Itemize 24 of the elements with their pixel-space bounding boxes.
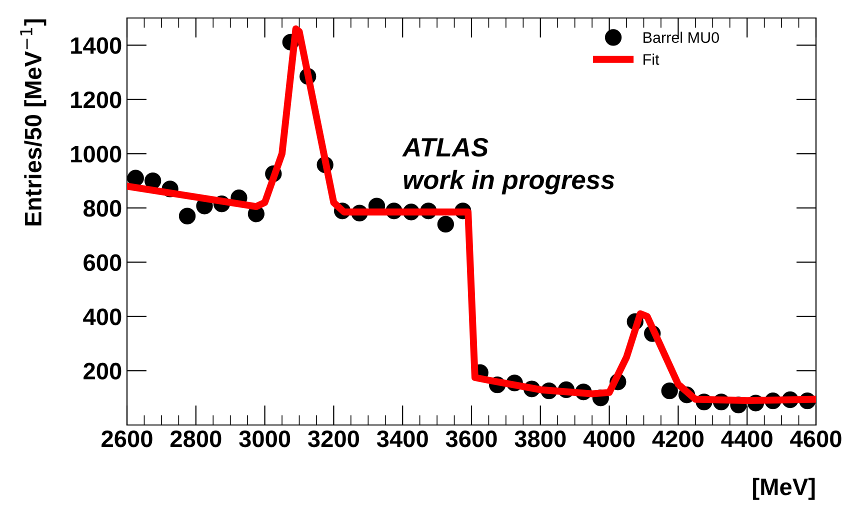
x-axis-title: [MeV] [753,478,815,500]
x-tick-label: 3000 [239,430,290,448]
x-tick-label: 3800 [514,430,566,448]
x-tick-label: 3400 [376,430,428,448]
x-tick-label: 2600 [102,430,152,448]
legend-label: Fit [644,54,660,65]
x-tick-label: 2800 [170,430,222,448]
y-tick-label: 200 [84,362,122,380]
y-tick-label: 800 [84,200,122,217]
x-tick-label: 3200 [308,430,359,448]
y-tick-label: 1000 [71,146,122,162]
legend-label: Barrel MU0 [644,32,719,43]
y-tick-label: 400 [83,308,122,326]
annotation: work in progress [404,170,614,194]
x-tick-label: 3600 [446,430,497,448]
x-tick-label: 4000 [583,430,635,448]
x-tick-label: 4200 [652,430,704,448]
y-tick-label: 600 [84,254,122,271]
y-tick-label: 1400 [71,37,122,54]
y-tick-label: 1200 [71,91,122,108]
annotation: ATLAS [402,138,488,157]
y-axis-title: Entries/50 [MeV$^{−1}$] [20,19,46,226]
x-tick-label: 4600 [790,430,842,448]
x-tick-label: 4400 [721,430,772,448]
